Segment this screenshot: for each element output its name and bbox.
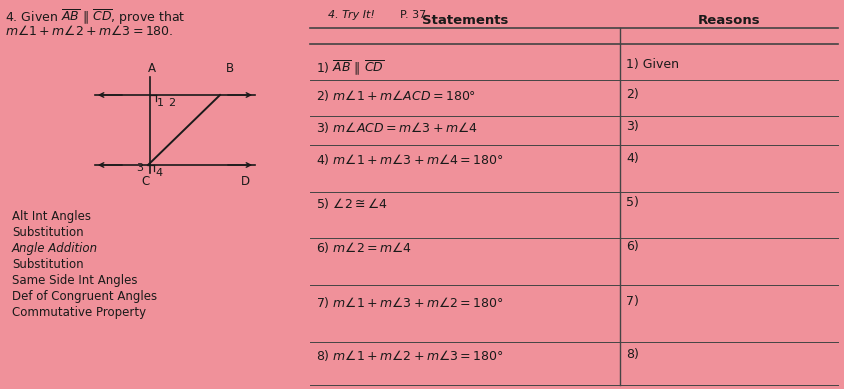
Text: Same Side Int Angles: Same Side Int Angles	[12, 274, 138, 287]
Text: Statements: Statements	[422, 14, 508, 27]
Text: 2: 2	[168, 98, 175, 108]
Text: C: C	[142, 175, 150, 188]
Text: Angle Addition: Angle Addition	[12, 242, 98, 255]
Text: 8) $m\angle1+m\angle2+m\angle3=180°$: 8) $m\angle1+m\angle2+m\angle3=180°$	[316, 348, 504, 363]
Text: 7): 7)	[626, 295, 639, 308]
Text: 3): 3)	[626, 120, 639, 133]
Text: D: D	[241, 175, 250, 188]
Text: B: B	[226, 62, 234, 75]
Text: 2): 2)	[626, 88, 639, 101]
Text: 6) $m\angle2=m\angle4$: 6) $m\angle2=m\angle4$	[316, 240, 412, 255]
Text: Substitution: Substitution	[12, 226, 84, 239]
Text: P. 37: P. 37	[400, 10, 426, 20]
Text: 2) $m\angle1+m\angle ACD=180°$: 2) $m\angle1+m\angle ACD=180°$	[316, 88, 476, 103]
Text: A: A	[148, 62, 156, 75]
Text: 7) $m\angle1+m\angle3+m\angle2=180°$: 7) $m\angle1+m\angle3+m\angle2=180°$	[316, 295, 504, 310]
Text: Commutative Property: Commutative Property	[12, 306, 146, 319]
Text: 1) Given: 1) Given	[626, 58, 679, 71]
Text: 4: 4	[155, 168, 162, 178]
Text: 3: 3	[136, 163, 143, 173]
Text: 5): 5)	[626, 196, 639, 209]
Text: 4. Try It!: 4. Try It!	[328, 10, 375, 20]
Text: $m\angle1+m\angle2+m\angle3=180.$: $m\angle1+m\angle2+m\angle3=180.$	[5, 24, 174, 38]
Text: 1: 1	[157, 98, 164, 108]
Text: 5) $\angle2\cong\angle4$: 5) $\angle2\cong\angle4$	[316, 196, 387, 211]
Text: 4) $m\angle1+m\angle3+m\angle4=180°$: 4) $m\angle1+m\angle3+m\angle4=180°$	[316, 152, 504, 167]
Text: Reasons: Reasons	[698, 14, 760, 27]
Text: Substitution: Substitution	[12, 258, 84, 271]
Text: 4): 4)	[626, 152, 639, 165]
Text: 1) $\overline{AB}$ ∥ $\overline{CD}$: 1) $\overline{AB}$ ∥ $\overline{CD}$	[316, 58, 385, 77]
Text: 6): 6)	[626, 240, 639, 253]
Text: 4. Given $\overline{AB}$ ∥ $\overline{CD}$, prove that: 4. Given $\overline{AB}$ ∥ $\overline{CD…	[5, 8, 186, 27]
Text: Alt Int Angles: Alt Int Angles	[12, 210, 91, 223]
Text: Def of Congruent Angles: Def of Congruent Angles	[12, 290, 157, 303]
Text: 3) $m\angle ACD=m\angle3+m\angle4$: 3) $m\angle ACD=m\angle3+m\angle4$	[316, 120, 478, 135]
Text: 8): 8)	[626, 348, 639, 361]
